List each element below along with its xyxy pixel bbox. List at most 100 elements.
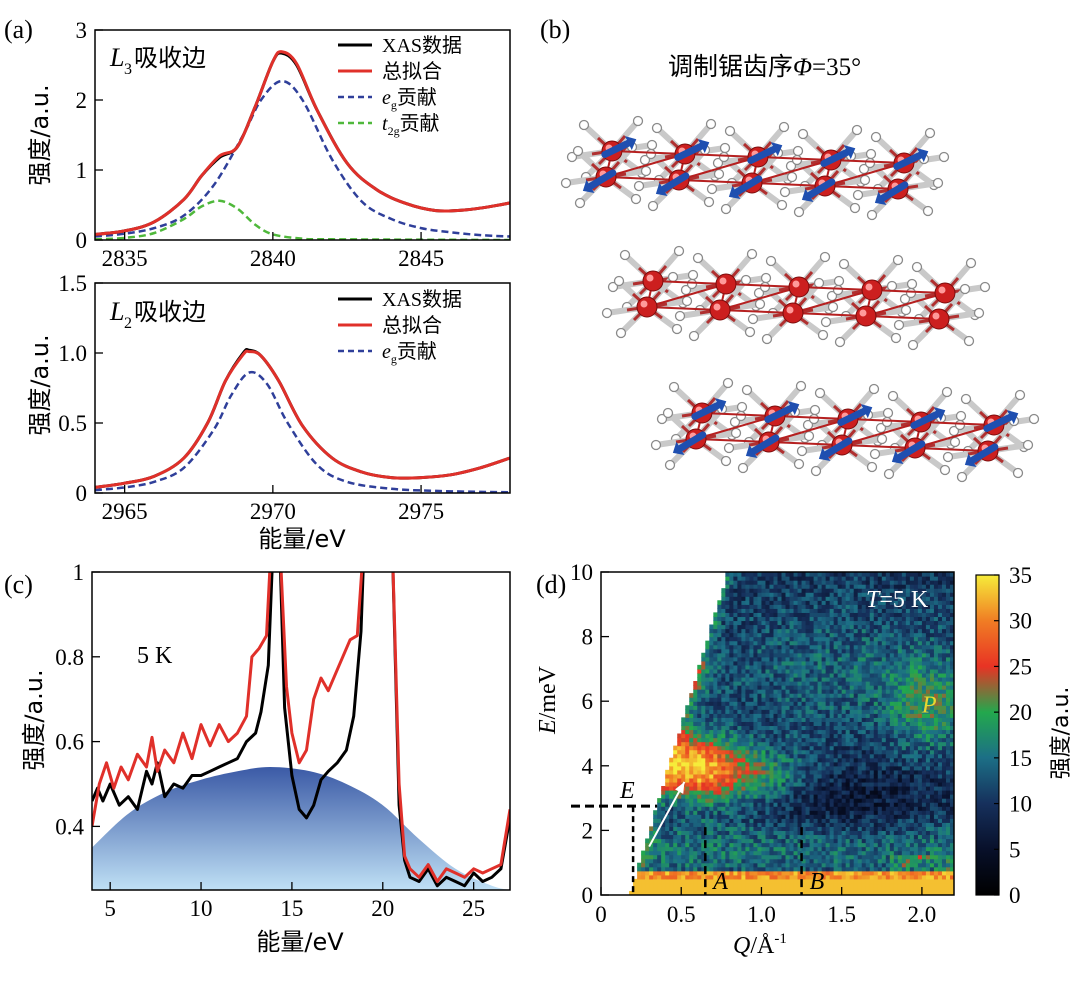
heatmap-cell (837, 717, 843, 722)
heatmap-cell (717, 664, 722, 670)
heatmap-cell (777, 584, 783, 589)
heatmap-cell (857, 628, 863, 634)
spin-arrow (837, 406, 870, 426)
heatmap-cell (817, 733, 823, 739)
heatmap-cell (721, 664, 726, 670)
heatmap-cell (741, 685, 747, 690)
heatmap-cell (813, 604, 819, 609)
heatmap-cell (657, 814, 662, 819)
heatmap-cell (753, 765, 759, 771)
heatmap-cell (769, 636, 775, 642)
heatmap-cell (741, 830, 747, 836)
x-tick-label: 2840 (250, 246, 296, 271)
heatmap-cell (777, 660, 783, 666)
heatmap-cell (709, 854, 714, 860)
heatmap-cell (849, 838, 855, 844)
heatmap-cell (729, 761, 734, 767)
heatmap-cell (761, 765, 767, 771)
heatmap-cell (725, 584, 730, 589)
heatmap-cell (697, 854, 702, 860)
heatmap-cell (701, 652, 706, 658)
heatmap-cell (757, 576, 763, 581)
heatmap-cell (817, 862, 823, 868)
heatmap-cell (841, 737, 847, 743)
heatmap-cell (801, 830, 807, 836)
heatmap-cell (773, 656, 779, 662)
heatmap-cell (741, 842, 747, 848)
heatmap-cell (749, 648, 755, 654)
heatmap-cell (701, 745, 706, 751)
heatmap-cell (801, 757, 807, 763)
heatmap-cell (877, 822, 883, 827)
heatmap-cell (757, 717, 763, 722)
heatmap-cell (745, 689, 751, 694)
heatmap-cell (769, 882, 775, 888)
heatmap-cell (689, 725, 694, 731)
heatmap-cell (681, 757, 686, 763)
heatmap-cell (725, 672, 730, 678)
heatmap-cell (701, 846, 706, 852)
heatmap-cell (761, 584, 767, 589)
heatmap-cell (821, 890, 827, 895)
heatmap-cell (697, 761, 702, 767)
heatmap-cell (701, 826, 706, 831)
heatmap-cell (793, 644, 799, 650)
heatmap-cell (845, 725, 851, 731)
heatmap-cell (701, 693, 706, 698)
heatmap-cell (749, 644, 755, 650)
heatmap-cell (789, 676, 795, 682)
heatmap-cell (705, 794, 710, 799)
heatmap-cell (653, 858, 658, 864)
heatmap-cell (865, 705, 871, 710)
heatmap-cell (861, 612, 867, 618)
heatmap-cell (745, 733, 751, 739)
heatmap-cell (717, 632, 722, 638)
metal-atom (934, 282, 956, 304)
heatmap-cell (733, 802, 738, 807)
heatmap-cell (793, 781, 799, 787)
heatmap-cell (725, 640, 730, 646)
heatmap-cell (797, 713, 803, 718)
heatmap-cell (853, 822, 859, 827)
heatmap-cell (681, 733, 686, 739)
heatmap-cell (737, 842, 742, 848)
heatmap-cell (885, 854, 891, 860)
heatmap-cell (741, 737, 747, 743)
heatmap-cell (809, 874, 815, 880)
heatmap-cell (709, 660, 714, 666)
heatmap-cell (749, 660, 755, 666)
heatmap-cell (801, 592, 807, 597)
heatmap-cell (785, 878, 791, 884)
heatmap-cell (689, 890, 694, 895)
heatmap-cell (769, 620, 775, 626)
heatmap-cell (693, 862, 698, 868)
series-line-black (92, 572, 510, 888)
heatmap-cell (697, 822, 702, 827)
ligand-atom (963, 335, 975, 347)
heatmap-cell (721, 773, 726, 779)
heatmap-cell (885, 842, 891, 848)
heatmap-cell (789, 794, 795, 799)
heatmap-cell (793, 882, 799, 888)
heatmap-cell (845, 882, 851, 888)
heatmap-cell (817, 806, 823, 811)
heatmap-cell (837, 664, 843, 670)
heatmap-cell (825, 850, 831, 856)
heatmap-cell (833, 640, 839, 646)
heatmap-cell (873, 846, 879, 852)
heatmap-cell (749, 846, 755, 852)
heatmap-cell (821, 664, 827, 670)
heatmap-cell (773, 862, 779, 868)
heatmap-cell (817, 701, 823, 706)
heatmap-cell (709, 826, 714, 831)
heatmap-cell (837, 588, 843, 593)
heatmap-cell (689, 757, 694, 763)
heatmap-cell (833, 757, 839, 763)
heatmap-cell (845, 846, 851, 852)
heatmap-cell (785, 790, 791, 795)
heatmap-cell (681, 822, 686, 827)
heatmap-cell (793, 874, 799, 880)
heatmap-cell (717, 757, 722, 763)
heatmap-cell (745, 668, 751, 674)
heatmap-cell (813, 733, 819, 739)
